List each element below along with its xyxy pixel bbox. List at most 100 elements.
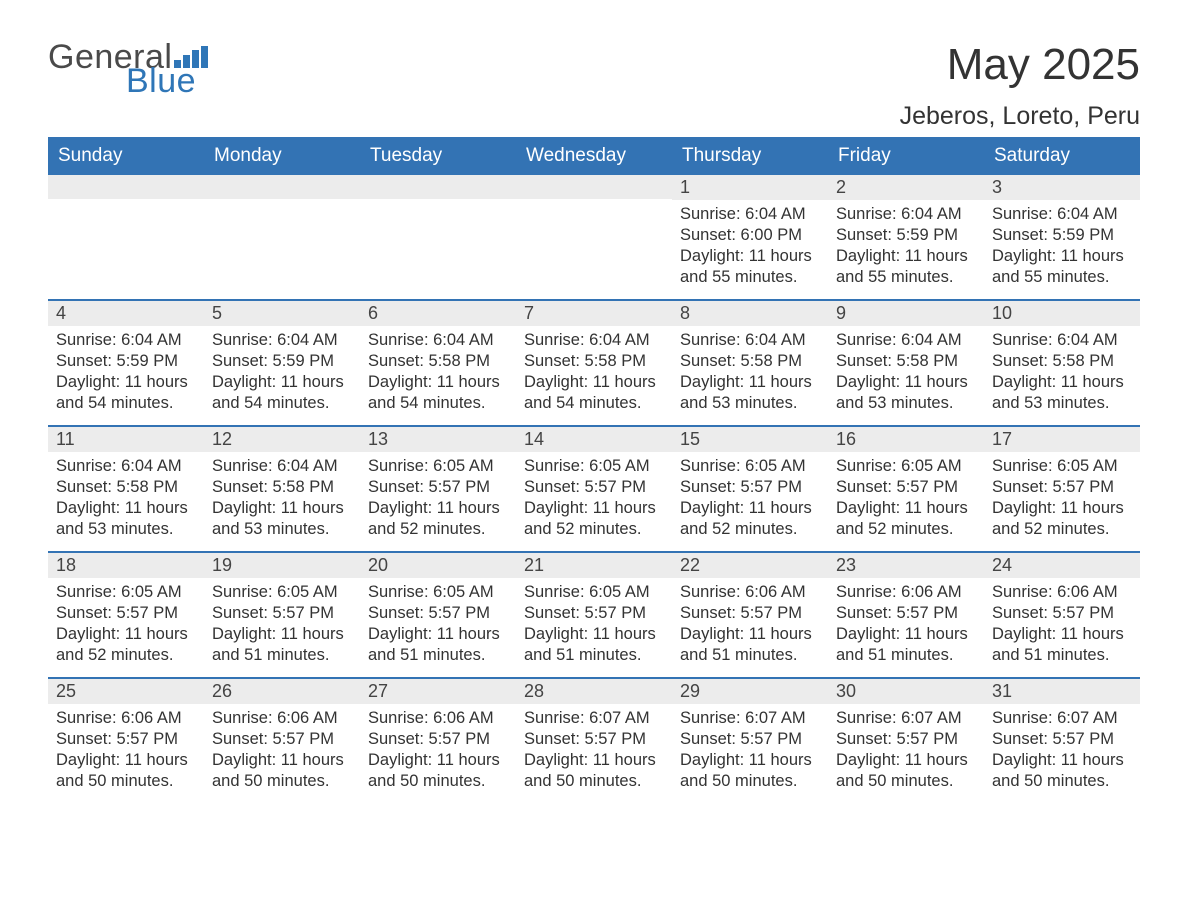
sunrise-text: Sunrise: 6:05 AM [836,456,976,477]
day-details: Sunrise: 6:04 AMSunset: 5:59 PMDaylight:… [828,200,984,296]
daylight-text: Daylight: 11 hours and 50 minutes. [992,750,1132,792]
calendar-day-cell: 30Sunrise: 6:07 AMSunset: 5:57 PMDayligh… [828,678,984,804]
calendar-week-row: 25Sunrise: 6:06 AMSunset: 5:57 PMDayligh… [48,678,1140,804]
day-number: 5 [204,301,360,326]
day-number: 27 [360,679,516,704]
day-number: 6 [360,301,516,326]
sunset-text: Sunset: 6:00 PM [680,225,820,246]
calendar-day-cell: 15Sunrise: 6:05 AMSunset: 5:57 PMDayligh… [672,426,828,552]
daylight-text: Daylight: 11 hours and 55 minutes. [836,246,976,288]
day-details: Sunrise: 6:04 AMSunset: 5:58 PMDaylight:… [204,452,360,548]
calendar-day-cell: 28Sunrise: 6:07 AMSunset: 5:57 PMDayligh… [516,678,672,804]
sunrise-text: Sunrise: 6:06 AM [992,582,1132,603]
daylight-text: Daylight: 11 hours and 54 minutes. [524,372,664,414]
calendar-table: Sunday Monday Tuesday Wednesday Thursday… [48,137,1140,804]
sunrise-text: Sunrise: 6:05 AM [524,582,664,603]
sunset-text: Sunset: 5:57 PM [56,603,196,624]
calendar-week-row: 4Sunrise: 6:04 AMSunset: 5:59 PMDaylight… [48,300,1140,426]
sunrise-text: Sunrise: 6:04 AM [212,330,352,351]
day-details: Sunrise: 6:07 AMSunset: 5:57 PMDaylight:… [984,704,1140,800]
sunset-text: Sunset: 5:58 PM [680,351,820,372]
day-number: 16 [828,427,984,452]
daylight-text: Daylight: 11 hours and 50 minutes. [524,750,664,792]
day-number: 9 [828,301,984,326]
calendar-day-cell: 12Sunrise: 6:04 AMSunset: 5:58 PMDayligh… [204,426,360,552]
sunrise-text: Sunrise: 6:05 AM [368,456,508,477]
calendar-day-cell: 18Sunrise: 6:05 AMSunset: 5:57 PMDayligh… [48,552,204,678]
sunset-text: Sunset: 5:57 PM [680,477,820,498]
calendar-day-cell: 5 Sunrise: 6:04 AMSunset: 5:59 PMDaylight… [204,300,360,426]
day-details: Sunrise: 6:06 AMSunset: 5:57 PMDaylight:… [672,578,828,674]
daylight-text: Daylight: 11 hours and 54 minutes. [212,372,352,414]
calendar-day-cell: 11Sunrise: 6:04 AMSunset: 5:58 PMDayligh… [48,426,204,552]
calendar-day-cell: 26Sunrise: 6:06 AMSunset: 5:57 PMDayligh… [204,678,360,804]
daylight-text: Daylight: 11 hours and 50 minutes. [680,750,820,792]
page-title: May 2025 [947,40,1140,90]
day-details: Sunrise: 6:06 AMSunset: 5:57 PMDaylight:… [48,704,204,800]
calendar-day-cell: 9Sunrise: 6:04 AMSunset: 5:58 PMDaylight… [828,300,984,426]
sunrise-text: Sunrise: 6:05 AM [368,582,508,603]
day-number: 24 [984,553,1140,578]
calendar-day-cell: 22Sunrise: 6:06 AMSunset: 5:57 PMDayligh… [672,552,828,678]
day-details: Sunrise: 6:05 AMSunset: 5:57 PMDaylight:… [672,452,828,548]
sunrise-text: Sunrise: 6:07 AM [992,708,1132,729]
sunset-text: Sunset: 5:58 PM [368,351,508,372]
day-number: 17 [984,427,1140,452]
day-number [516,175,672,199]
sunrise-text: Sunrise: 6:07 AM [524,708,664,729]
calendar-day-cell [204,174,360,300]
sunrise-text: Sunrise: 6:04 AM [368,330,508,351]
calendar-day-cell: 19Sunrise: 6:05 AMSunset: 5:57 PMDayligh… [204,552,360,678]
daylight-text: Daylight: 11 hours and 50 minutes. [836,750,976,792]
sunrise-text: Sunrise: 6:04 AM [212,456,352,477]
calendar-day-cell [48,174,204,300]
calendar-day-cell: 17Sunrise: 6:05 AMSunset: 5:57 PMDayligh… [984,426,1140,552]
sunset-text: Sunset: 5:57 PM [680,729,820,750]
day-header: Thursday [672,138,828,174]
day-number [204,175,360,199]
sunset-text: Sunset: 5:57 PM [368,729,508,750]
sunset-text: Sunset: 5:57 PM [524,603,664,624]
sunrise-text: Sunrise: 6:07 AM [836,708,976,729]
calendar-week-row: 1Sunrise: 6:04 AMSunset: 6:00 PMDaylight… [48,174,1140,300]
day-header: Saturday [984,138,1140,174]
day-details: Sunrise: 6:05 AMSunset: 5:57 PMDaylight:… [516,578,672,674]
day-details: Sunrise: 6:06 AMSunset: 5:57 PMDaylight:… [360,704,516,800]
sunset-text: Sunset: 5:57 PM [836,729,976,750]
sunrise-text: Sunrise: 6:06 AM [680,582,820,603]
daylight-text: Daylight: 11 hours and 54 minutes. [56,372,196,414]
day-number: 29 [672,679,828,704]
sunset-text: Sunset: 5:57 PM [836,477,976,498]
calendar-day-cell: 3Sunrise: 6:04 AMSunset: 5:59 PMDaylight… [984,174,1140,300]
calendar-week-row: 18Sunrise: 6:05 AMSunset: 5:57 PMDayligh… [48,552,1140,678]
day-details: Sunrise: 6:04 AMSunset: 6:00 PMDaylight:… [672,200,828,296]
day-details: Sunrise: 6:06 AMSunset: 5:57 PMDaylight:… [828,578,984,674]
day-details: Sunrise: 6:05 AMSunset: 5:57 PMDaylight:… [516,452,672,548]
sunset-text: Sunset: 5:59 PM [992,225,1132,246]
day-number: 3 [984,175,1140,200]
sunset-text: Sunset: 5:57 PM [680,603,820,624]
calendar-day-cell: 16Sunrise: 6:05 AMSunset: 5:57 PMDayligh… [828,426,984,552]
day-number: 23 [828,553,984,578]
day-number: 18 [48,553,204,578]
sunrise-text: Sunrise: 6:05 AM [524,456,664,477]
daylight-text: Daylight: 11 hours and 53 minutes. [836,372,976,414]
sunset-text: Sunset: 5:57 PM [992,477,1132,498]
day-header: Friday [828,138,984,174]
daylight-text: Daylight: 11 hours and 52 minutes. [368,498,508,540]
sunset-text: Sunset: 5:59 PM [56,351,196,372]
sunset-text: Sunset: 5:57 PM [368,603,508,624]
sunset-text: Sunset: 5:57 PM [524,477,664,498]
day-number [48,175,204,199]
sunset-text: Sunset: 5:57 PM [992,729,1132,750]
day-number: 2 [828,175,984,200]
sunset-text: Sunset: 5:57 PM [56,729,196,750]
sunset-text: Sunset: 5:58 PM [56,477,196,498]
daylight-text: Daylight: 11 hours and 53 minutes. [992,372,1132,414]
sunset-text: Sunset: 5:57 PM [524,729,664,750]
calendar-day-cell: 13Sunrise: 6:05 AMSunset: 5:57 PMDayligh… [360,426,516,552]
daylight-text: Daylight: 11 hours and 51 minutes. [368,624,508,666]
daylight-text: Daylight: 11 hours and 50 minutes. [212,750,352,792]
sunset-text: Sunset: 5:59 PM [212,351,352,372]
day-details: Sunrise: 6:04 AMSunset: 5:58 PMDaylight:… [828,326,984,422]
